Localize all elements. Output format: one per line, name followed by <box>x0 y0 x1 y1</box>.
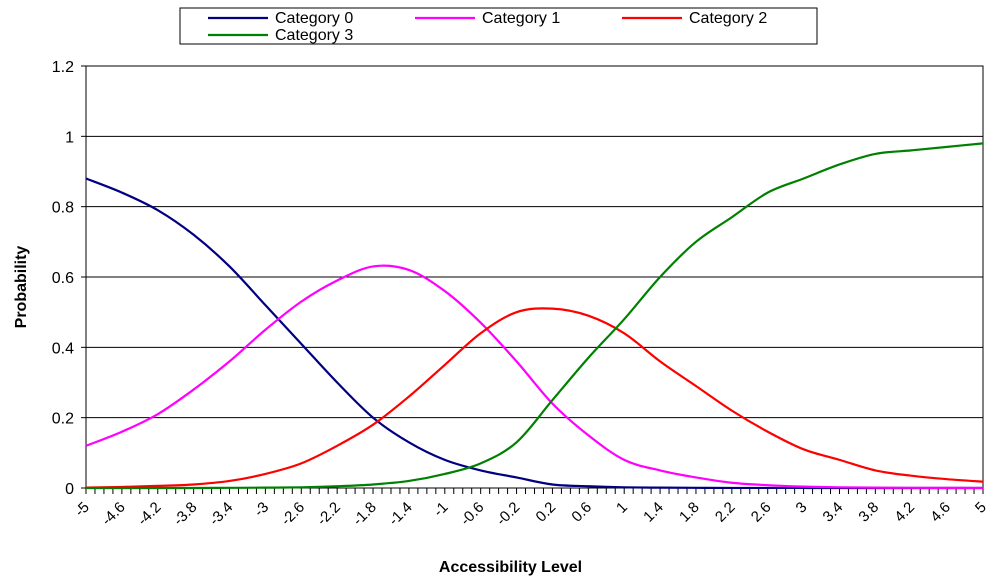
x-tick-label: -2.2 <box>314 499 344 529</box>
x-tick-label: 0.2 <box>532 499 559 526</box>
y-axis-title: Probability <box>13 246 30 329</box>
y-tick-label: 1 <box>65 129 74 146</box>
x-tick-label: -3.8 <box>170 499 200 529</box>
axes: 0 0.2 0.4 0.6 0.8 1 1.2 -5 -4.6 -4.2 -3.8 -3.4 -3 -2.… <box>52 59 987 529</box>
x-tick-label: 4.6 <box>927 499 954 526</box>
legend: Category 0 Category 1 Category 2 Category 3 <box>180 8 817 44</box>
x-tick-label: 3.4 <box>820 499 847 526</box>
x-tick-label: 4.2 <box>891 499 918 526</box>
x-tick-label: 2.6 <box>748 499 775 526</box>
legend-label-category-3: Category 3 <box>275 27 353 44</box>
x-tick-label: -1.4 <box>385 499 415 529</box>
x-tick-label: 3.8 <box>855 499 882 526</box>
x-tick-label: 0.6 <box>568 499 595 526</box>
series-lines <box>86 143 983 488</box>
x-tick-label: -4.6 <box>98 499 128 529</box>
x-tick-label: -3 <box>251 499 272 520</box>
x-tick-label: -3.4 <box>206 499 236 529</box>
y-tick-label: 1.2 <box>52 59 74 76</box>
x-tick-label: -2.6 <box>278 499 308 529</box>
x-tick-label: -0.6 <box>457 499 487 529</box>
gridlines <box>86 66 983 418</box>
y-tick-label: 0 <box>65 481 74 498</box>
y-tick-label: 0.8 <box>52 200 74 217</box>
x-tick-label: 2.2 <box>712 499 739 526</box>
legend-label-category-2: Category 2 <box>689 10 767 27</box>
x-tick-label: 5 <box>972 499 987 517</box>
legend-label-category-1: Category 1 <box>482 10 560 27</box>
series-line-category-0 <box>86 179 983 488</box>
x-tick-label: -5 <box>71 499 92 520</box>
x-tick-label: -1.8 <box>350 499 380 529</box>
y-tick-label: 0.4 <box>52 340 74 357</box>
x-tick-label: -4.2 <box>134 499 164 529</box>
series-line-category-2 <box>86 308 983 487</box>
x-tick-label: 3 <box>793 499 811 517</box>
legend-label-category-0: Category 0 <box>275 10 353 27</box>
x-axis-title: Accessibility Level <box>439 559 582 576</box>
series-line-category-3 <box>86 143 983 488</box>
x-tick-label: -0.2 <box>493 499 523 529</box>
series-line-category-1 <box>86 266 983 488</box>
x-tick-label: 1.8 <box>676 499 703 526</box>
x-tick-label: 1.4 <box>640 499 667 526</box>
x-tick-label: -1 <box>430 499 451 520</box>
y-tick-label: 0.2 <box>52 411 74 428</box>
x-tick-label: 1 <box>613 499 631 517</box>
y-tick-label: 0.6 <box>52 270 74 287</box>
